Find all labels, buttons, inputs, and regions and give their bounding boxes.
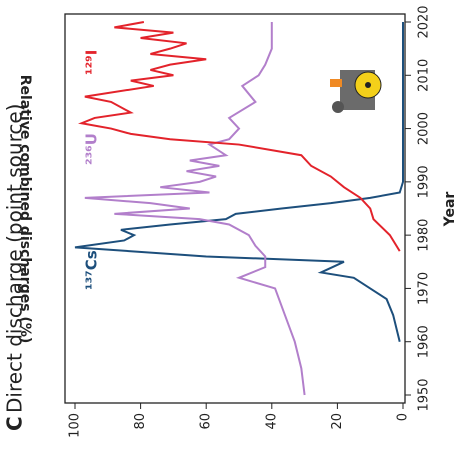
- series-line: [84, 22, 306, 396]
- plant-icon: [330, 70, 382, 113]
- y-tick-label: 80: [133, 413, 148, 430]
- y-tick-label: 0: [396, 413, 411, 421]
- chimney: [330, 79, 342, 87]
- y-tick-label: 60: [199, 413, 214, 430]
- panel-label: C: [3, 416, 27, 431]
- plot-frame: [64, 13, 406, 404]
- y-tick-label: 40: [264, 413, 279, 430]
- series-line: [74, 22, 404, 342]
- chart-title: Direct discharge (point source): [3, 104, 27, 413]
- x-tick-label: 1970: [417, 272, 432, 305]
- x-tick-label: 1950: [417, 378, 432, 411]
- y-tick-label: 100: [68, 413, 83, 438]
- y-axis-label: Relative combined discharges (%): [17, 75, 33, 344]
- series-label: ¹²⁹I: [83, 50, 101, 75]
- y-tick-label: 20: [330, 413, 345, 430]
- radiation-core: [365, 82, 371, 88]
- series-label: ¹³⁷Cs: [83, 250, 101, 290]
- x-tick-label: 2010: [417, 59, 432, 92]
- rotated-chart: C Direct discharge (point source) Year R…: [3, 5, 459, 437]
- x-tick-label: 1990: [417, 165, 432, 198]
- x-tick-label: 1960: [417, 325, 432, 358]
- x-tick-label: 2020: [417, 5, 432, 38]
- smoke: [332, 101, 344, 113]
- x-tick-label: 1980: [417, 219, 432, 252]
- x-axis-label: Year: [442, 192, 458, 228]
- series-line: [77, 21, 401, 252]
- series-label: ²³⁶U: [83, 133, 101, 165]
- x-tick-label: 2000: [417, 112, 432, 145]
